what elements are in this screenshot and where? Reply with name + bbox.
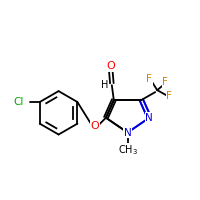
Text: O: O xyxy=(91,121,99,131)
Text: N: N xyxy=(145,113,153,123)
Text: F: F xyxy=(162,77,168,87)
Text: F: F xyxy=(146,74,152,84)
Text: Cl: Cl xyxy=(14,97,24,107)
Text: CH$_3$: CH$_3$ xyxy=(118,143,138,157)
Text: F: F xyxy=(166,91,172,101)
Text: N: N xyxy=(124,128,131,138)
Text: O: O xyxy=(106,61,115,71)
Text: H: H xyxy=(101,80,109,90)
